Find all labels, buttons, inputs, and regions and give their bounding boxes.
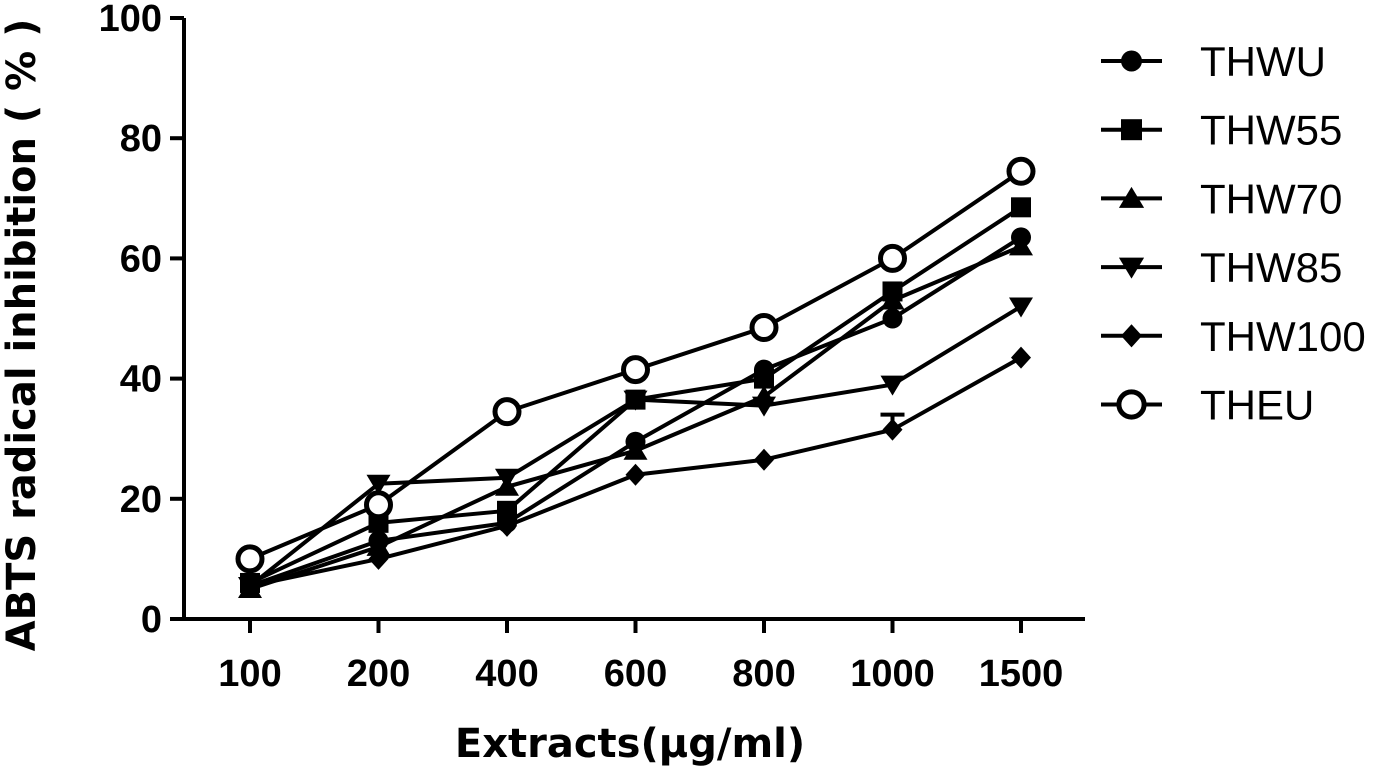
data-point-theu bbox=[364, 490, 393, 520]
data-point-thw85 bbox=[623, 390, 648, 411]
series-markers bbox=[235, 156, 1036, 598]
legend-item-thw100: THW100 bbox=[1101, 313, 1366, 360]
data-point-thw55 bbox=[1011, 197, 1031, 218]
legend-marker-thwu bbox=[1121, 50, 1142, 72]
legend-label: THWU bbox=[1200, 38, 1326, 85]
data-point-thw100 bbox=[240, 574, 260, 597]
data-point-thw70 bbox=[623, 439, 648, 460]
legend-marker-theu bbox=[1116, 389, 1147, 420]
data-point-thw85 bbox=[366, 474, 391, 495]
x-tick-label: 600 bbox=[604, 653, 667, 695]
data-point-thw100 bbox=[625, 463, 646, 486]
data-point-theu bbox=[1006, 156, 1036, 186]
data-point-theu bbox=[235, 544, 265, 574]
data-point-thw85 bbox=[495, 468, 519, 489]
y-tick-label: 20 bbox=[120, 479, 162, 521]
legend-item-thw85: THW85 bbox=[1101, 244, 1342, 291]
x-tick-label: 1000 bbox=[850, 653, 935, 695]
series-line-thwu bbox=[249, 235, 1023, 588]
data-point-thwu bbox=[882, 308, 903, 329]
y-tick-label: 60 bbox=[120, 238, 162, 280]
data-point-thw70 bbox=[366, 535, 391, 556]
legend-marker-thw55 bbox=[1121, 119, 1142, 141]
legend: THWU THW55 THW70 THW85 THW100 THEU bbox=[1101, 38, 1366, 429]
legend-marker-thw70 bbox=[1118, 186, 1145, 208]
x-axis-ticks: 100 200 400 600 800 1000 1500 bbox=[218, 619, 1063, 695]
data-point-theu bbox=[749, 313, 779, 343]
legend-label: THEU bbox=[1200, 382, 1314, 429]
y-tick-label: 100 bbox=[99, 0, 162, 40]
data-point-thw70 bbox=[1009, 235, 1033, 256]
data-point-thw85 bbox=[1009, 297, 1033, 318]
y-tick-label: 0 bbox=[141, 599, 162, 641]
data-point-thw100 bbox=[497, 514, 517, 537]
y-tick-label: 40 bbox=[120, 359, 162, 401]
data-point-thw70 bbox=[880, 289, 905, 310]
data-point-thw55 bbox=[497, 500, 517, 521]
legend-item-thw55: THW55 bbox=[1101, 107, 1342, 154]
x-axis-title: Extracts(μg/ml) bbox=[455, 721, 805, 767]
data-point-thw85 bbox=[752, 396, 776, 417]
data-point-thw55 bbox=[754, 368, 774, 389]
legend-marker-thw100 bbox=[1121, 324, 1142, 348]
data-point-thw100 bbox=[754, 448, 774, 471]
y-tick-label: 80 bbox=[120, 118, 162, 160]
data-point-thw85 bbox=[880, 375, 905, 396]
x-tick-label: 400 bbox=[475, 653, 538, 695]
x-tick-label: 800 bbox=[732, 653, 795, 695]
legend-item-thw70: THW70 bbox=[1101, 175, 1342, 222]
x-tick-label: 100 bbox=[218, 653, 281, 695]
legend-label: THW70 bbox=[1200, 175, 1342, 222]
series-line-thw70 bbox=[249, 244, 1022, 591]
data-point-theu bbox=[878, 243, 907, 273]
legend-item-thwu: THWU bbox=[1101, 38, 1326, 85]
legend-label: THW85 bbox=[1200, 244, 1342, 291]
legend-marker-thw85 bbox=[1118, 257, 1145, 279]
y-axis-title: ABTS radical inhibition ( % ) bbox=[0, 19, 45, 652]
y-axis-ticks: 0 20 40 60 80 100 bbox=[99, 0, 184, 641]
legend-label: THW100 bbox=[1200, 313, 1366, 360]
data-point-theu bbox=[621, 355, 650, 385]
x-tick-label: 200 bbox=[347, 653, 410, 695]
x-tick-label: 1500 bbox=[979, 653, 1064, 695]
data-point-thw100 bbox=[368, 547, 389, 570]
legend-label: THW55 bbox=[1200, 107, 1342, 154]
data-point-theu bbox=[492, 397, 522, 427]
data-point-thw100 bbox=[1011, 346, 1031, 369]
legend-item-theu: THEU bbox=[1101, 382, 1314, 429]
